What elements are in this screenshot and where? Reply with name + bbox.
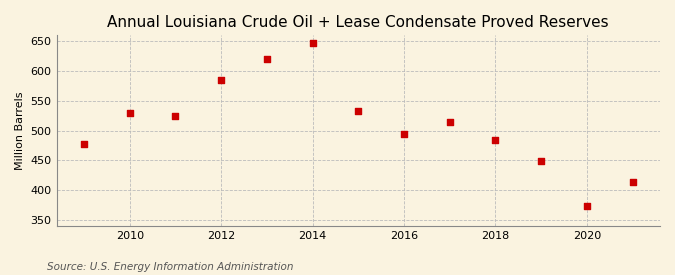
- Y-axis label: Million Barrels: Million Barrels: [15, 91, 25, 170]
- Point: [444, 120, 455, 125]
- Point: [581, 204, 592, 208]
- Point: [307, 41, 318, 45]
- Point: [353, 109, 364, 113]
- Point: [124, 111, 135, 115]
- Point: [536, 159, 547, 163]
- Point: [261, 56, 272, 61]
- Point: [627, 180, 638, 184]
- Text: Source: U.S. Energy Information Administration: Source: U.S. Energy Information Administ…: [47, 262, 294, 272]
- Point: [78, 142, 89, 147]
- Point: [216, 78, 227, 82]
- Title: Annual Louisiana Crude Oil + Lease Condensate Proved Reserves: Annual Louisiana Crude Oil + Lease Conde…: [107, 15, 609, 30]
- Point: [170, 114, 181, 119]
- Point: [398, 132, 409, 136]
- Point: [490, 138, 501, 142]
